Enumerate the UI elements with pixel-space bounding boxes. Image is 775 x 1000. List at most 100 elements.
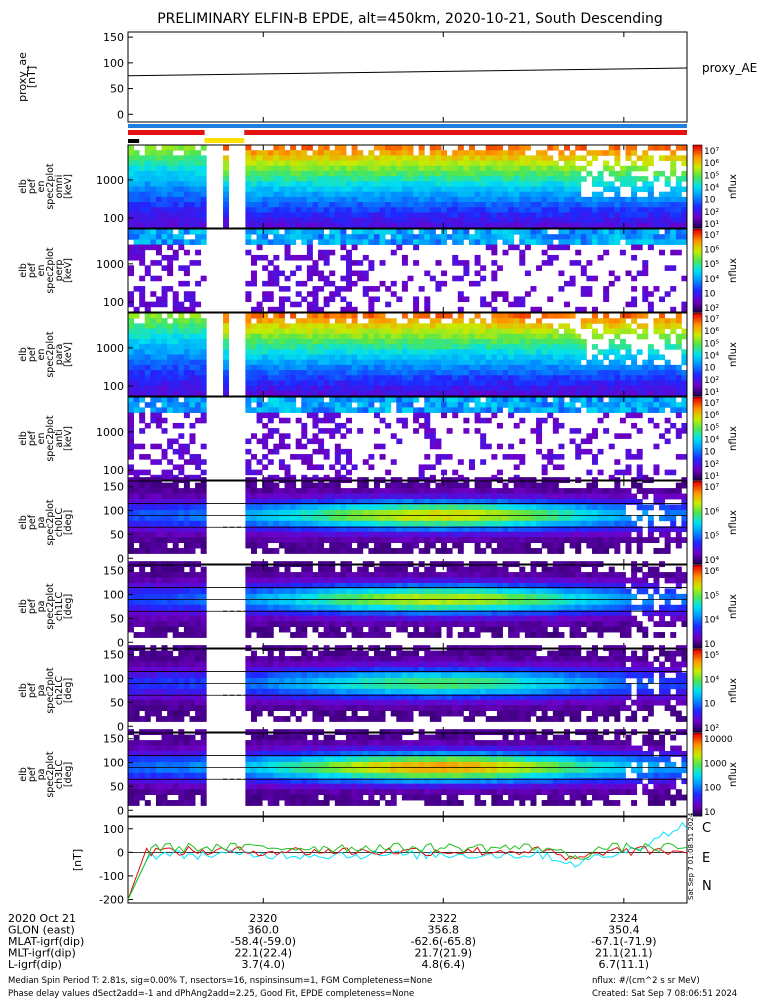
spec-spec-en-anti-cell — [184, 459, 190, 465]
spec-spec-en-anti-cell — [603, 402, 609, 408]
spec-spec-en-para-cell — [184, 344, 190, 350]
spec-spec-en-para-cell — [285, 329, 291, 335]
spec-spec-en-anti-cell — [458, 407, 464, 413]
spec-spec-en-omni-cell — [195, 181, 201, 187]
spec-spec-en-para-cell — [128, 313, 134, 319]
spec-spec-en-anti-cell — [435, 454, 441, 460]
spec-spec-en-para-cell — [385, 365, 391, 371]
spec-spec-ch0-cell — [273, 521, 279, 527]
spec-spec-ch0-cell — [312, 515, 318, 521]
spec-spec-en-omni-cell — [279, 207, 285, 213]
spec-spec-en-omni-cell — [380, 171, 386, 177]
spec-spec-en-omni-cell — [614, 187, 620, 193]
spec-spec-en-perp-cell — [547, 239, 553, 245]
spec-spec-en-para-cell — [262, 370, 268, 376]
spec-spec-en-perp-cell — [145, 302, 151, 308]
spec-spec-en-para-cell — [614, 318, 620, 324]
spec-spec-en-para-cell — [268, 318, 274, 324]
spec-spec-en-para-cell — [201, 339, 207, 345]
spec-spec-en-omni-cell — [245, 202, 251, 208]
spec-spec-en-para-cell — [262, 334, 268, 340]
spec-spec-en-perp-cell — [134, 286, 140, 292]
spec-spec-en-omni-cell — [480, 192, 486, 198]
spec-spec-en-omni-cell — [156, 218, 162, 224]
spec-spec-en-para-cell — [530, 334, 536, 340]
spec-spec-en-omni-cell — [374, 207, 380, 213]
spec-spec-en-omni-cell — [268, 150, 274, 156]
spec-spec-en-anti-cell — [374, 397, 380, 403]
spec-spec-ch0-cell — [329, 510, 335, 516]
spec-spec-en-omni-cell — [508, 176, 514, 182]
spec-spec-en-anti-cell — [301, 459, 307, 465]
spec-spec-en-para-cell — [486, 355, 492, 361]
spec-spec-en-para-cell — [374, 313, 380, 319]
spec-spec-en-omni-cell — [380, 207, 386, 213]
spec-spec-en-perp-cell — [189, 229, 195, 235]
spec-spec-en-para-cell — [475, 380, 481, 386]
spec-spec-en-omni-cell — [430, 187, 436, 193]
spec-spec-en-omni-cell — [419, 161, 425, 167]
spec-spec-en-omni-cell — [676, 218, 682, 224]
spec-spec-en-para-cell — [631, 375, 637, 381]
spec-spec-en-perp-cell — [150, 229, 156, 235]
spec-spec-en-anti-cell — [586, 433, 592, 439]
spec-spec-en-omni-cell — [469, 150, 475, 156]
spec-spec-en-anti-cell — [419, 470, 425, 476]
spec-spec-en-para-cell — [329, 339, 335, 345]
spec-spec-en-perp-cell — [374, 296, 380, 302]
spec-spec-en-anti-cell — [318, 428, 324, 434]
spec-spec-en-omni-cell — [458, 202, 464, 208]
spec-spec-en-omni-cell — [430, 181, 436, 187]
spec-spec-ch0-cell — [156, 494, 162, 500]
spec-spec-en-omni-cell — [558, 202, 564, 208]
spec-spec-en-para-cell — [508, 344, 514, 350]
spec-spec-en-anti-cell — [508, 444, 514, 450]
spec-spec-en-anti-cell — [318, 444, 324, 450]
spec-spec-en-anti-cell — [637, 413, 643, 419]
spec-spec-en-perp-cell — [648, 245, 654, 251]
spec-spec-en-perp-cell — [620, 250, 626, 256]
spec-spec-en-perp-cell — [609, 281, 615, 287]
spec-spec-en-anti-cell — [553, 423, 559, 429]
spec-spec-en-omni-cell — [307, 166, 313, 172]
spec-spec-en-perp-cell — [162, 296, 168, 302]
spec-spec-en-para-cell — [665, 380, 671, 386]
spec-spec-en-para-cell — [486, 334, 492, 340]
spec-spec-en-para-cell — [402, 380, 408, 386]
spec-spec-en-omni-cell — [134, 176, 140, 182]
spec-spec-en-para-cell — [301, 360, 307, 366]
spec-spec-en-anti-cell — [380, 402, 386, 408]
spec-spec-en-omni-cell — [340, 218, 346, 224]
spec-spec-en-omni-cell — [497, 166, 503, 172]
spec-spec-en-omni-cell — [575, 145, 581, 151]
spec-spec-en-omni-cell — [642, 155, 648, 161]
spec-spec-en-para-cell — [380, 375, 386, 381]
spec-spec-ch0-cell — [335, 499, 341, 505]
spec-spec-en-anti-cell — [173, 423, 179, 429]
spec-spec-en-para-cell — [581, 344, 587, 350]
spec-spec-en-perp-cell — [150, 276, 156, 282]
spec-spec-en-para-cell — [357, 329, 363, 335]
spec-spec-en-anti-cell — [245, 449, 251, 455]
spec-spec-en-para-cell — [441, 349, 447, 355]
spec-spec-en-anti-cell — [626, 413, 632, 419]
spec-spec-en-omni-cell — [530, 171, 536, 177]
spec-spec-ch0-cell — [162, 521, 168, 527]
spec-spec-en-para-cell — [318, 375, 324, 381]
spec-spec-en-omni-cell — [173, 161, 179, 167]
spec-spec-ch0-cell — [352, 488, 358, 494]
spec-spec-en-para-cell — [480, 370, 486, 376]
spec-spec-en-para-cell — [273, 349, 279, 355]
spec-spec-en-omni-cell — [145, 207, 151, 213]
spec-spec-ch0-cell — [430, 532, 436, 538]
spec-spec-en-perp-cell — [312, 271, 318, 277]
spec-spec-en-anti-ylabel-line: [keV] — [63, 426, 74, 451]
spec-spec-en-para-cell — [491, 334, 497, 340]
spec-spec-en-perp-cell — [463, 260, 469, 266]
spec-spec-en-perp-cell — [128, 291, 134, 297]
spec-spec-en-para-cell — [285, 386, 291, 392]
spec-spec-en-para-cell — [441, 370, 447, 376]
spec-spec-en-para-cell — [324, 355, 330, 361]
spec-spec-en-para-cell — [368, 375, 374, 381]
spec-spec-en-para-cell — [620, 375, 626, 381]
